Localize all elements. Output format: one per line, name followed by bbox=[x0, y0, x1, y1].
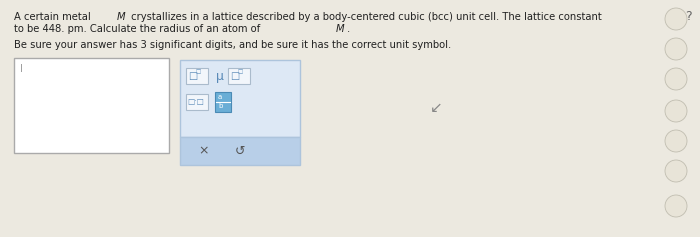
Bar bbox=[186, 68, 208, 84]
Text: I: I bbox=[20, 64, 23, 74]
Circle shape bbox=[665, 38, 687, 60]
Circle shape bbox=[665, 160, 687, 182]
Text: a: a bbox=[218, 94, 223, 100]
Circle shape bbox=[665, 195, 687, 217]
Bar bbox=[215, 92, 231, 112]
Text: M: M bbox=[336, 24, 344, 34]
Circle shape bbox=[665, 8, 687, 30]
Text: □: □ bbox=[188, 71, 197, 81]
Text: b: b bbox=[218, 103, 223, 109]
Text: Be sure your answer has 3 significant digits, and be sure it has the correct uni: Be sure your answer has 3 significant di… bbox=[14, 40, 452, 50]
Bar bbox=[180, 137, 300, 165]
Bar bbox=[186, 94, 208, 110]
Text: A certain metal: A certain metal bbox=[14, 12, 94, 22]
Circle shape bbox=[665, 68, 687, 90]
Text: □: □ bbox=[196, 69, 202, 74]
Circle shape bbox=[665, 100, 687, 122]
Bar bbox=[14, 58, 169, 153]
Text: ↺: ↺ bbox=[234, 145, 245, 158]
Text: □: □ bbox=[238, 69, 244, 74]
Text: ↙: ↙ bbox=[430, 100, 442, 115]
Bar bbox=[180, 60, 300, 137]
Text: □: □ bbox=[230, 71, 239, 81]
Text: to be 448. pm. Calculate the radius of an atom of: to be 448. pm. Calculate the radius of a… bbox=[14, 24, 263, 34]
Text: M: M bbox=[117, 12, 126, 22]
Bar bbox=[228, 68, 250, 84]
Text: .: . bbox=[347, 24, 350, 34]
Text: □·□: □·□ bbox=[187, 97, 204, 106]
Text: ×: × bbox=[199, 145, 209, 158]
Text: crystallizes in a lattice described by a body-centered cubic (bcc) unit cell. Th: crystallizes in a lattice described by a… bbox=[128, 12, 605, 22]
Circle shape bbox=[665, 130, 687, 152]
Text: ?: ? bbox=[685, 10, 692, 23]
Text: μ: μ bbox=[216, 70, 224, 83]
